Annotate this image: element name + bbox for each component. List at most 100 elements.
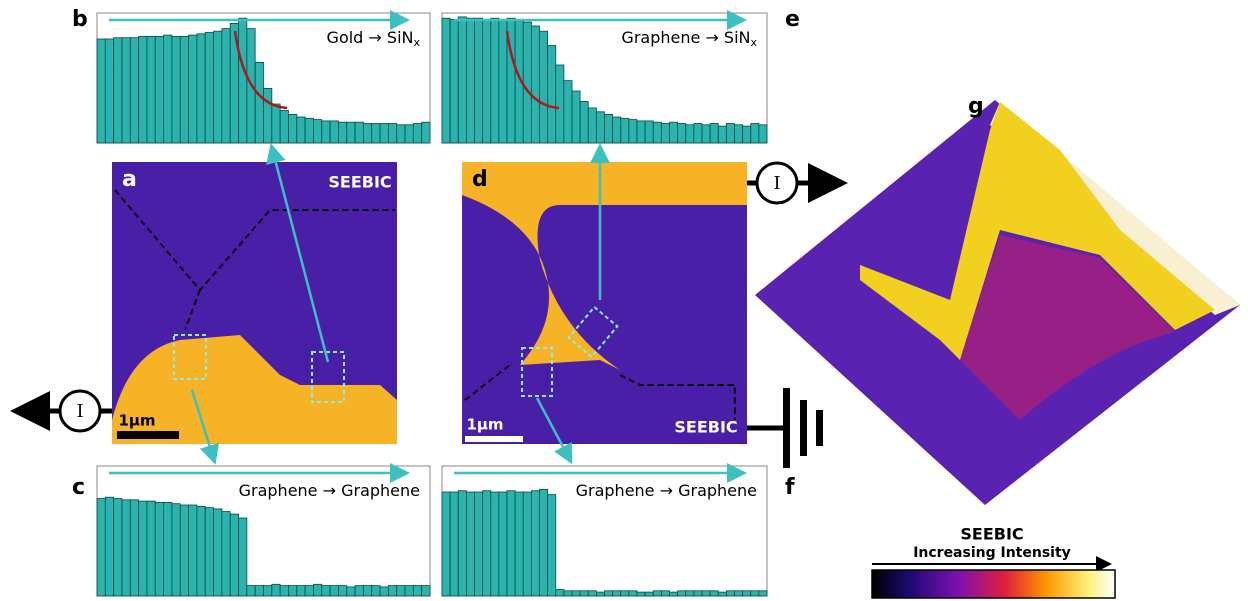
bar (530, 25, 540, 144)
panel-label: f (785, 475, 795, 500)
bar (213, 30, 223, 144)
bar (530, 490, 540, 597)
scale-bar: 1μm (466, 416, 503, 434)
bar (113, 498, 123, 597)
bar (701, 124, 711, 144)
bar (238, 17, 248, 144)
bar (482, 19, 492, 144)
bar (539, 30, 549, 144)
bar (371, 585, 381, 597)
bar (644, 591, 654, 597)
caption: SEEBIC (674, 418, 737, 437)
caption: SEEBIC (328, 173, 391, 192)
bar (313, 583, 323, 597)
bar (321, 120, 331, 144)
bar (362, 123, 373, 144)
bar (725, 123, 735, 144)
bar (379, 123, 389, 144)
title-text: Graphene → SiN (621, 28, 750, 47)
bar (465, 17, 475, 144)
bar (321, 585, 331, 597)
bar (104, 38, 115, 144)
bar (362, 585, 373, 597)
bar (555, 589, 565, 597)
bar (620, 590, 630, 597)
scale-bar: 1μm (118, 412, 155, 430)
bar (579, 590, 589, 597)
image-g: g (755, 94, 1240, 505)
bar (693, 590, 703, 597)
bar (669, 121, 679, 144)
bar (404, 124, 414, 144)
bar (387, 585, 398, 597)
bar (271, 583, 281, 597)
bar (171, 36, 181, 144)
bar (441, 17, 451, 144)
bar (379, 586, 389, 597)
bar (138, 500, 148, 597)
title-subscript: x (413, 36, 420, 49)
bar (725, 590, 735, 597)
bar (204, 507, 214, 597)
bar (163, 34, 173, 144)
bar (709, 123, 719, 144)
histogram: Graphene → SiNx e (441, 7, 800, 144)
bar (490, 491, 500, 597)
histogram-title: Graphene → Graphene (239, 481, 420, 500)
histogram-title: Graphene → Graphene (576, 481, 757, 500)
bar (660, 590, 670, 597)
bar (412, 585, 423, 597)
bar (595, 591, 605, 597)
circuit: I I (10, 161, 848, 468)
bar (246, 585, 256, 597)
panel-label: a (122, 167, 137, 192)
bar (449, 19, 459, 144)
bar (636, 120, 646, 144)
bar (604, 590, 614, 597)
bar (547, 45, 557, 144)
bar (701, 590, 711, 597)
bar (555, 64, 565, 144)
bar (304, 117, 314, 144)
histogram-title: Gold → SiNx (327, 28, 421, 50)
bar (652, 590, 662, 597)
bar (254, 62, 264, 144)
bar (296, 585, 306, 597)
bar (612, 116, 622, 144)
bar (263, 585, 273, 597)
bar (296, 116, 306, 144)
bar (449, 491, 459, 597)
bar (354, 121, 364, 144)
colorbar: SEEBIC Increasing Intensity (871, 525, 1116, 599)
trend-arrow (233, 30, 288, 110)
bar (750, 590, 760, 597)
bar (563, 80, 573, 144)
bar (329, 585, 339, 597)
bar (677, 123, 687, 144)
bar (685, 124, 695, 144)
histogram-title: Graphene → SiNx (621, 28, 757, 50)
bar (163, 501, 173, 597)
panel-label: c (72, 475, 85, 500)
image-a: a SEEBIC 1μm (112, 162, 397, 444)
bar (498, 19, 508, 144)
bar (288, 114, 298, 144)
bar (595, 111, 605, 144)
bar (612, 590, 622, 597)
bar (571, 590, 581, 597)
bar (421, 121, 431, 144)
bar (539, 488, 549, 597)
bar (121, 37, 131, 144)
connectors (190, 143, 610, 465)
bar (709, 590, 719, 597)
bar (514, 491, 524, 597)
bar (288, 585, 298, 597)
bar (441, 491, 451, 597)
bar (628, 590, 638, 597)
bar (146, 500, 156, 597)
bar (221, 28, 231, 144)
bar (457, 16, 467, 144)
bar (254, 585, 264, 597)
title-subscript: x (750, 36, 757, 49)
